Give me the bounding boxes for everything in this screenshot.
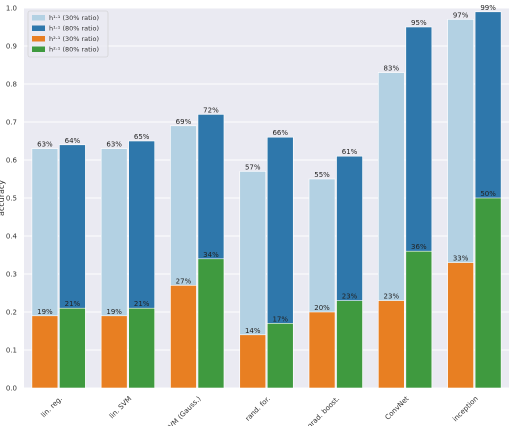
y-tick-label: 0.3 bbox=[6, 271, 17, 279]
data-label: 19% bbox=[106, 308, 122, 316]
data-label: 19% bbox=[37, 308, 53, 316]
data-label: 95% bbox=[411, 19, 427, 27]
data-label: 65% bbox=[134, 133, 150, 141]
data-label: 23% bbox=[342, 293, 358, 301]
data-label: 34% bbox=[203, 251, 219, 259]
bar-2 bbox=[100, 315, 128, 389]
data-label: 33% bbox=[453, 255, 469, 263]
data-label: 36% bbox=[411, 243, 427, 251]
y-tick-label: 1.0 bbox=[6, 5, 17, 13]
legend-entry: h¹·¹ (80% ratio) bbox=[49, 25, 99, 33]
x-tick-label: SVM (Gauss.) bbox=[164, 395, 203, 426]
data-label: 63% bbox=[37, 141, 53, 149]
x-tick-label: ConvNet bbox=[384, 395, 411, 422]
data-label: 50% bbox=[480, 190, 496, 198]
data-label: 99% bbox=[480, 4, 496, 12]
bar-3 bbox=[266, 323, 294, 389]
data-label: 20% bbox=[314, 304, 330, 312]
bar-3 bbox=[197, 258, 225, 389]
data-label: 64% bbox=[65, 137, 81, 145]
legend-swatch bbox=[32, 15, 45, 21]
data-label: 57% bbox=[245, 163, 261, 171]
y-tick-label: 0.9 bbox=[6, 43, 17, 51]
data-label: 55% bbox=[314, 171, 330, 179]
x-tick-label: inception bbox=[451, 395, 480, 424]
y-tick-label: 0.5 bbox=[6, 195, 17, 203]
y-tick-label: 0.4 bbox=[6, 233, 18, 241]
legend-entry: h²·¹ (80% ratio) bbox=[49, 46, 99, 54]
data-label: 61% bbox=[342, 148, 358, 156]
data-label: 83% bbox=[384, 65, 400, 73]
y-tick-label: 0.0 bbox=[6, 385, 17, 393]
data-label: 72% bbox=[203, 106, 219, 114]
data-label: 14% bbox=[245, 327, 261, 335]
bar-3 bbox=[405, 250, 433, 389]
data-label: 21% bbox=[65, 300, 81, 308]
bar-3 bbox=[128, 307, 155, 389]
bar-3 bbox=[59, 307, 86, 389]
legend-entry: h²·¹ (30% ratio) bbox=[49, 35, 99, 43]
x-tick-label: grad. boost. bbox=[306, 395, 341, 426]
data-label: 69% bbox=[176, 118, 192, 126]
data-label: 63% bbox=[106, 141, 122, 149]
y-tick-label: 0.1 bbox=[6, 347, 17, 355]
y-tick-labels: 0.0 0.1 0.2 0.3 0.4 0.5 0.6 0.7 0.8 0.9 1.0 bbox=[6, 5, 18, 393]
bar-2 bbox=[31, 315, 59, 389]
bar-2 bbox=[308, 311, 336, 389]
y-axis-label: accuracy bbox=[0, 180, 6, 216]
legend-entry: h¹·¹ (30% ratio) bbox=[49, 14, 99, 22]
legend-swatch bbox=[32, 36, 45, 42]
bar-3 bbox=[474, 197, 502, 389]
legend-swatch bbox=[32, 25, 45, 31]
x-tick-label: rand. for. bbox=[244, 395, 272, 423]
x-tick-labels: lin. reg. lin. SVM SVM (Gauss.) rand. for. g… bbox=[40, 395, 480, 426]
bar-2 bbox=[447, 262, 474, 389]
legend: h¹·¹ (30% ratio) h¹·¹ (80% ratio) h²·¹ (30… bbox=[27, 10, 109, 58]
data-label: 17% bbox=[272, 315, 288, 323]
bar-2 bbox=[239, 334, 267, 389]
y-tick-label: 0.2 bbox=[6, 309, 17, 317]
data-label: 23% bbox=[384, 293, 400, 301]
bar-2 bbox=[170, 285, 197, 389]
x-tick-label: lin. reg. bbox=[40, 395, 64, 419]
y-tick-label: 0.7 bbox=[6, 119, 17, 127]
bars bbox=[31, 11, 502, 389]
data-label: 66% bbox=[272, 129, 288, 137]
data-label: 97% bbox=[453, 11, 469, 19]
x-tick-label: lin. SVM bbox=[108, 395, 134, 421]
legend-swatch bbox=[32, 46, 45, 52]
bar-2 bbox=[378, 300, 405, 389]
data-label: 21% bbox=[134, 300, 150, 308]
y-tick-label: 0.8 bbox=[6, 81, 17, 89]
y-tick-label: 0.6 bbox=[6, 157, 18, 165]
data-labels: 63% 64% 19% 21% 63% 65% 19% 21% 69% 72% 27% 34% 57% 6… bbox=[37, 4, 496, 335]
legend-box bbox=[27, 10, 109, 58]
data-label: 27% bbox=[176, 277, 192, 285]
bar-3 bbox=[336, 300, 363, 389]
